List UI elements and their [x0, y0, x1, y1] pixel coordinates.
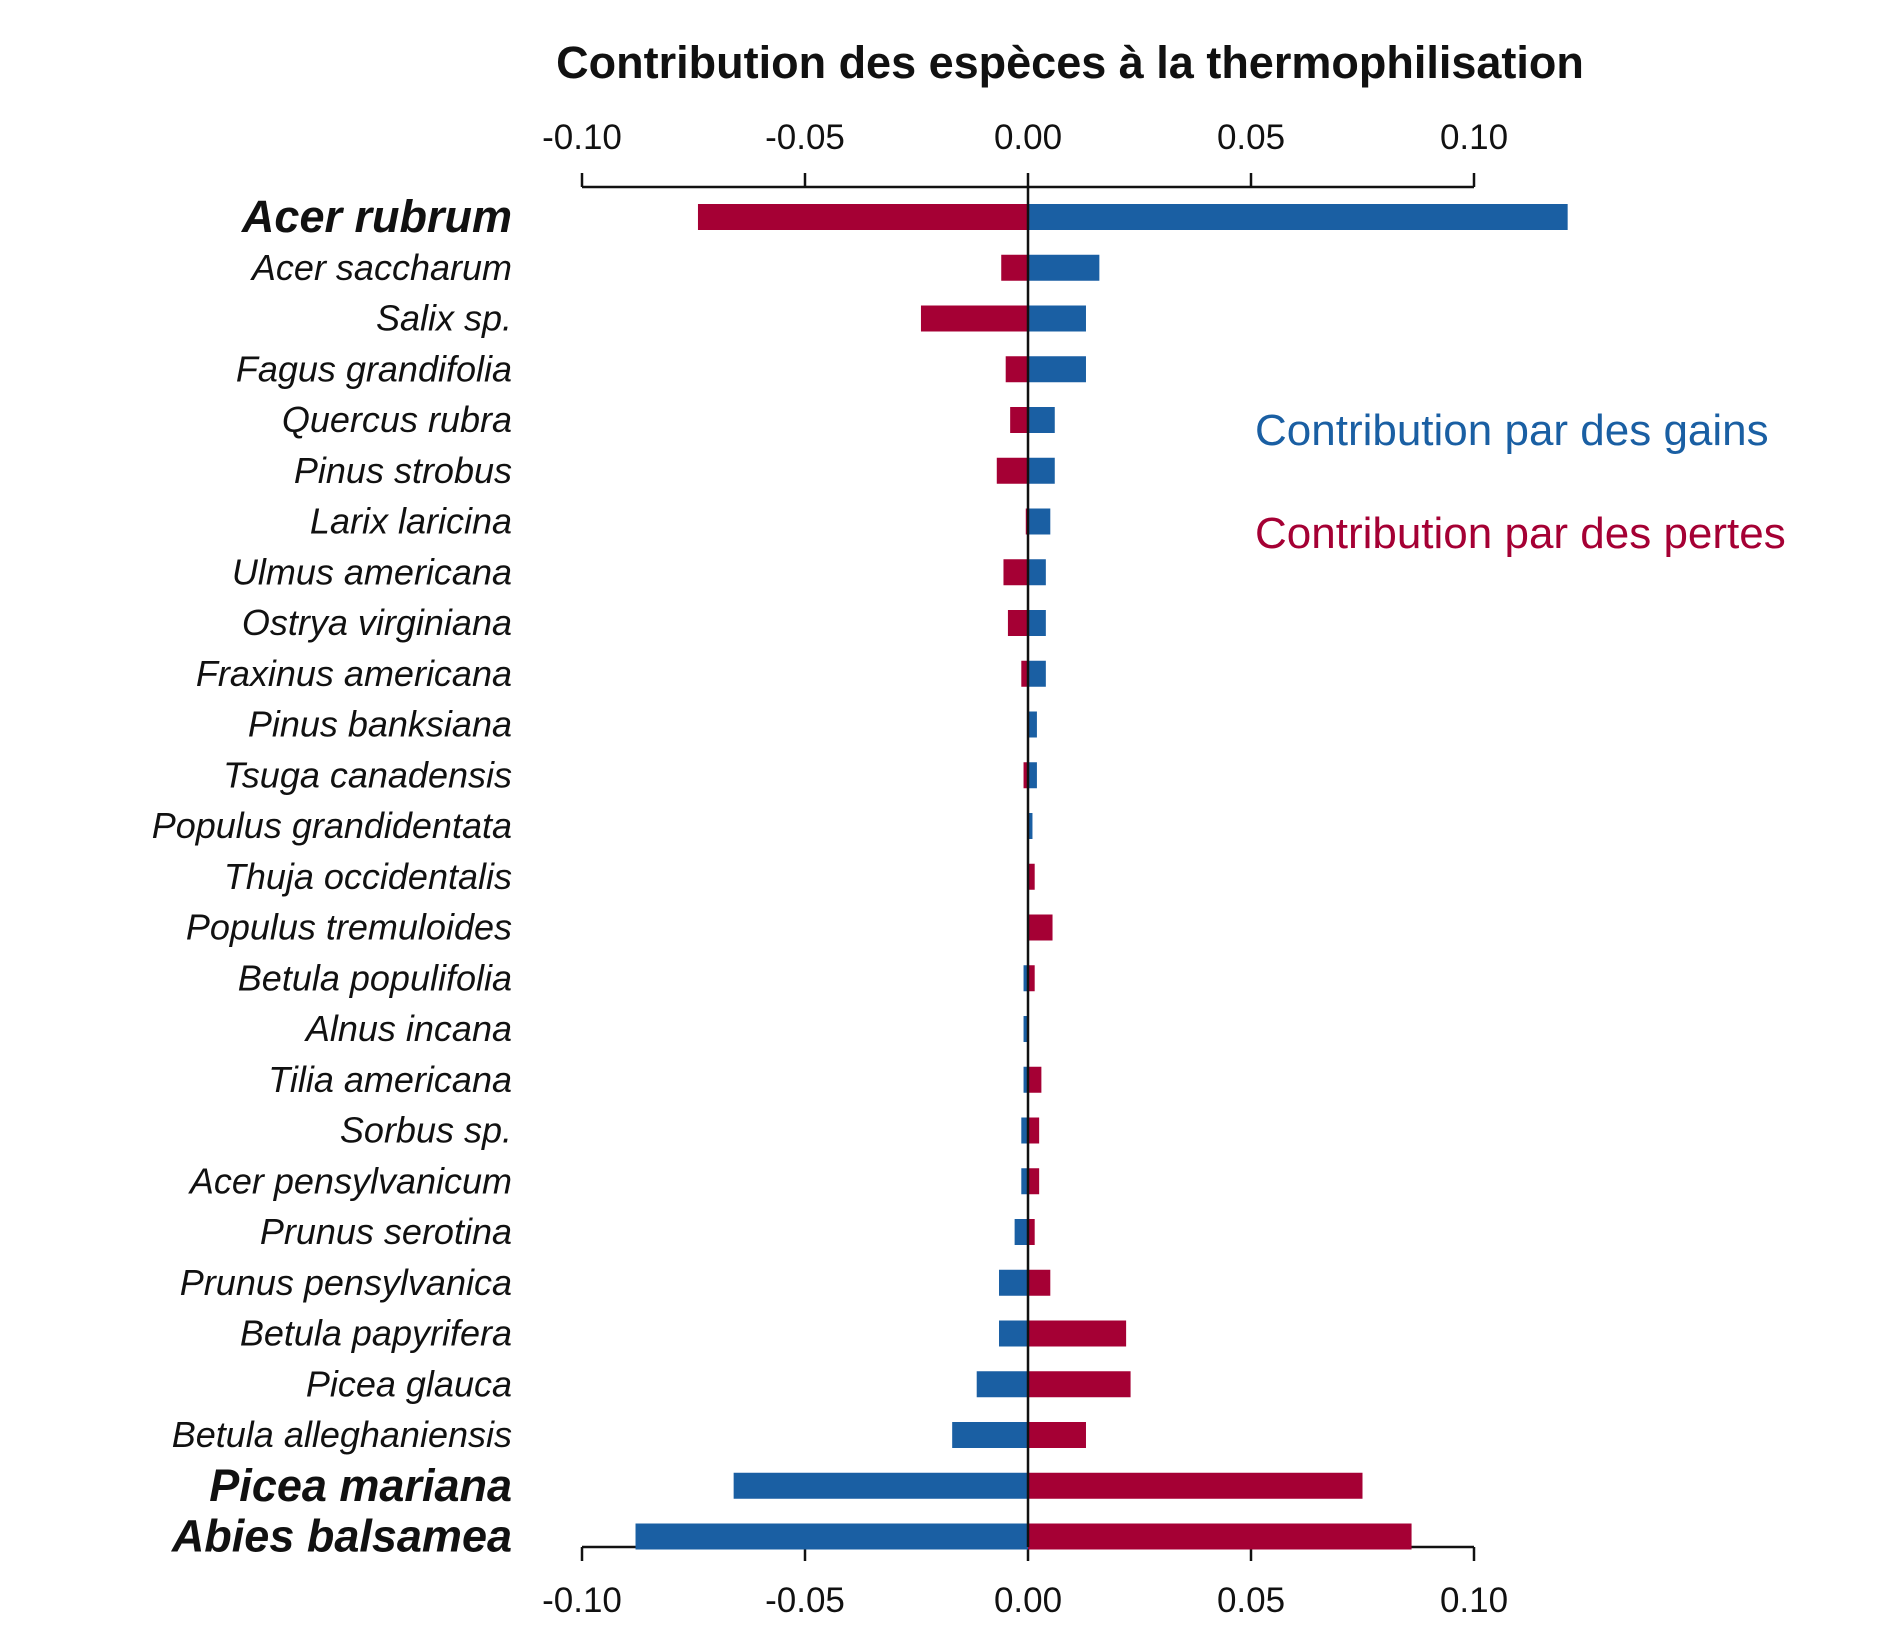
bar-gains: [1023, 1066, 1028, 1093]
legend: Contribution par des gains Contribution …: [1255, 406, 1786, 558]
bar-losses: [1005, 356, 1028, 383]
legend-gains-label: Contribution par des gains: [1255, 406, 1769, 455]
species-label: Fraxinus americana: [196, 653, 512, 694]
bar-gains: [1014, 1219, 1028, 1245]
bar-losses: [1010, 407, 1028, 433]
bar-gains: [999, 1320, 1028, 1347]
species-label: Acer saccharum: [250, 247, 512, 288]
species-label: Ulmus americana: [232, 551, 512, 592]
species-label: Betula populifolia: [238, 957, 512, 998]
bar-losses: [1028, 1523, 1412, 1550]
bar-losses: [1028, 863, 1035, 890]
top-axis-tick-label: 0.10: [1440, 118, 1508, 157]
species-label: Tsuga canadensis: [223, 754, 512, 795]
top-axis-tick-label: 0.05: [1217, 118, 1285, 157]
bar-gains: [952, 1422, 1028, 1448]
species-label: Betula alleghaniensis: [172, 1414, 512, 1455]
species-label: Ostrya virginiana: [242, 602, 512, 643]
species-label: Betula papyrifera: [240, 1313, 512, 1354]
bar-losses: [1023, 762, 1028, 789]
bottom-axis-tick-label: -0.05: [765, 1581, 845, 1620]
bar-losses: [1003, 559, 1028, 586]
bar-gains: [1028, 762, 1037, 789]
top-axis-tick-label: -0.05: [765, 118, 845, 157]
bar-gains: [1028, 356, 1086, 383]
species-label: Populus grandidentata: [152, 805, 512, 846]
bar-gains: [1028, 559, 1046, 586]
bar-gains: [1028, 508, 1051, 535]
species-label: Picea glauca: [306, 1363, 512, 1404]
bar-gains: [1028, 305, 1086, 332]
species-label: Populus tremuloides: [186, 907, 512, 948]
species-label: Pinus strobus: [294, 450, 512, 491]
bar-gains: [1021, 1117, 1028, 1144]
species-label: Prunus pensylvanica: [180, 1262, 512, 1303]
species-label: Abies balsamea: [171, 1511, 512, 1562]
bar-losses: [1028, 1066, 1042, 1093]
bar-gains: [1028, 660, 1046, 687]
bottom-axis-tick-label: 0.10: [1440, 1581, 1508, 1620]
species-label: Acer rubrum: [241, 191, 512, 242]
bar-losses: [1028, 1371, 1131, 1398]
species-label: Fagus grandifolia: [236, 348, 512, 389]
legend-losses-label: Contribution par des pertes: [1255, 509, 1786, 558]
bar-gains: [999, 1269, 1028, 1296]
bar-losses: [697, 204, 1028, 230]
species-label: Sorbus sp.: [340, 1110, 512, 1151]
bars-group: [635, 204, 1568, 1550]
bar-gains: [1028, 457, 1055, 484]
bottom-axis-tick-label: -0.10: [542, 1581, 622, 1620]
species-labels: Acer rubrum Acer saccharum Salix sp. Fagus …: [152, 191, 512, 1562]
bar-gains: [635, 1523, 1028, 1550]
bar-gains: [733, 1472, 1028, 1499]
bar-gains: [1028, 610, 1046, 636]
bar-gains: [1028, 407, 1055, 433]
bottom-axis-tick-label: 0.05: [1217, 1581, 1285, 1620]
bar-gains: [976, 1371, 1028, 1398]
chart-title: Contribution des espèces à la thermophil…: [556, 37, 1584, 88]
bar-gains: [1021, 1168, 1028, 1195]
top-axis-tick-label: -0.10: [542, 118, 622, 157]
species-label: Thuja occidentalis: [224, 856, 512, 897]
bar-losses: [1028, 1320, 1127, 1347]
species-label: Larix laricina: [310, 501, 512, 542]
species-label: Salix sp.: [376, 298, 512, 339]
bottom-axis: -0.10 -0.05 0.00 0.05 0.10: [542, 1545, 1508, 1620]
top-axis: -0.10 -0.05 0.00 0.05 0.10: [542, 118, 1508, 189]
bar-losses: [1007, 610, 1028, 636]
bar-gains: [1023, 965, 1028, 992]
bar-losses: [1028, 965, 1035, 992]
top-axis-tick-label: 0.00: [994, 118, 1062, 157]
species-label: Pinus banksiana: [248, 704, 512, 745]
bar-gains: [1028, 711, 1037, 738]
species-label: Alnus incana: [304, 1008, 512, 1049]
species-label: Acer pensylvanicum: [188, 1160, 512, 1201]
bar-losses: [1001, 254, 1028, 281]
bar-gains: [1028, 204, 1568, 230]
bar-losses: [1028, 1168, 1040, 1195]
bar-losses: [996, 457, 1028, 484]
bar-gains: [1028, 813, 1033, 839]
species-label: Prunus serotina: [260, 1211, 512, 1252]
bar-losses: [920, 305, 1028, 332]
bar-gains: [1028, 254, 1100, 281]
bar-losses: [1028, 1422, 1086, 1448]
species-label: Picea mariana: [209, 1460, 512, 1511]
bottom-axis-tick-label: 0.00: [994, 1581, 1062, 1620]
species-label: Tilia americana: [268, 1059, 512, 1100]
bar-losses: [1028, 1117, 1040, 1144]
bar-losses: [1021, 660, 1028, 687]
species-label: Quercus rubra: [282, 399, 512, 440]
bar-losses: [1028, 914, 1053, 941]
bar-gains: [1023, 1016, 1028, 1042]
bar-losses: [1028, 1269, 1051, 1296]
bar-losses: [1028, 1472, 1363, 1499]
bar-losses: [1028, 1219, 1035, 1245]
